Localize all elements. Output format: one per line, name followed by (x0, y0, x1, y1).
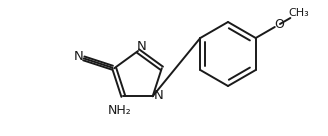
Text: N: N (137, 41, 147, 53)
Text: NH₂: NH₂ (108, 104, 131, 117)
Text: O: O (274, 18, 284, 31)
Text: CH₃: CH₃ (289, 8, 309, 18)
Text: N: N (74, 50, 84, 63)
Text: N: N (154, 89, 164, 102)
